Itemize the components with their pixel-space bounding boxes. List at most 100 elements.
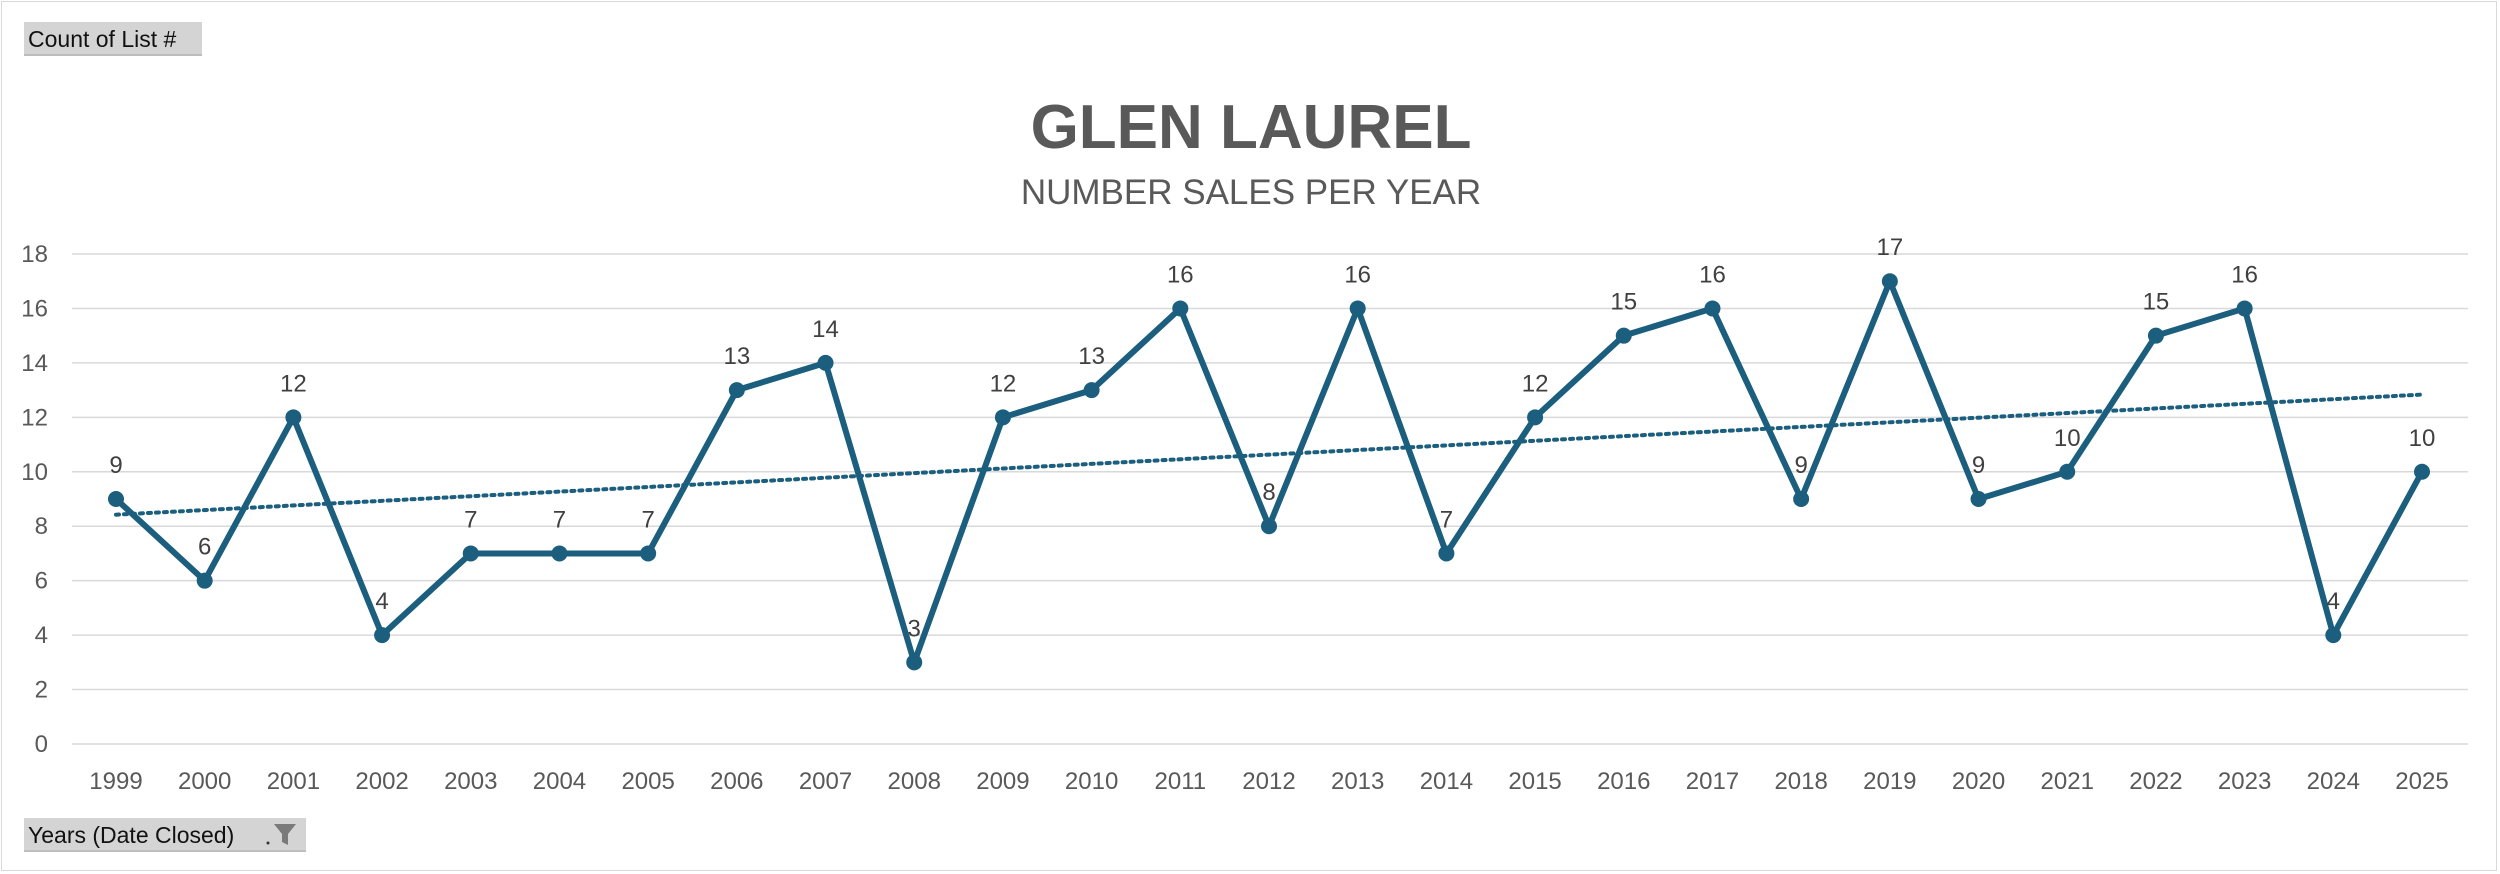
x-tick-label: 2020 — [1952, 768, 2005, 795]
x-tick-label: 2006 — [710, 768, 763, 795]
y-tick-label: 10 — [21, 459, 48, 486]
data-point — [1438, 545, 1455, 562]
data-label: 16 — [1167, 261, 1194, 288]
data-point — [108, 491, 124, 507]
x-tick-label: 2018 — [1774, 768, 1827, 795]
y-tick-label: 16 — [21, 295, 48, 322]
x-tick-label: 2000 — [178, 768, 231, 795]
data-label: 13 — [1078, 343, 1105, 370]
x-tick-label: 2015 — [1508, 768, 1561, 795]
data-label: 9 — [109, 452, 122, 479]
x-tick-label: 2001 — [267, 768, 320, 795]
data-label: 8 — [1262, 479, 1275, 506]
filter-icon — [266, 824, 296, 845]
data-label: 14 — [812, 316, 839, 343]
data-point — [728, 382, 745, 399]
x-tick-label: 2023 — [2218, 768, 2271, 795]
x-tick-label: 2005 — [621, 768, 674, 795]
y-tick-label: 2 — [35, 677, 48, 704]
data-label: 17 — [1876, 234, 1903, 261]
y-tick-label: 12 — [21, 404, 48, 431]
data-label: 4 — [2327, 588, 2340, 615]
data-label: 16 — [2231, 261, 2258, 288]
data-point — [2236, 300, 2253, 317]
data-label: 4 — [375, 588, 388, 615]
x-tick-label: 2025 — [2395, 768, 2448, 795]
x-tick-label: 2017 — [1686, 768, 1739, 795]
y-tick-label: 18 — [21, 241, 48, 268]
data-label: 9 — [1794, 452, 1807, 479]
data-label: 7 — [464, 506, 477, 533]
data-point — [2325, 627, 2342, 644]
data-label: 10 — [2409, 425, 2436, 452]
data-point — [817, 354, 834, 371]
data-label: 6 — [198, 534, 211, 561]
y-tick-label: 0 — [35, 731, 48, 758]
axis-field-button[interactable]: Years (Date Closed) — [24, 818, 306, 852]
x-tick-label: 2007 — [799, 768, 852, 795]
filter-dropdown[interactable] — [264, 822, 298, 848]
data-point — [551, 545, 568, 562]
data-label: 12 — [280, 370, 307, 397]
data-label: 13 — [723, 343, 750, 370]
data-label: 9 — [1972, 452, 1985, 479]
data-point — [2414, 463, 2430, 480]
value-field-button[interactable]: Count of List # — [24, 22, 202, 56]
x-tick-label: 2004 — [533, 768, 586, 795]
data-point — [1881, 273, 1898, 290]
x-tick-label: 2002 — [355, 768, 408, 795]
data-point — [640, 545, 657, 562]
data-point — [1704, 300, 1721, 317]
data-label: 16 — [1344, 261, 1371, 288]
x-tick-label: 1999 — [89, 768, 142, 795]
data-point — [462, 545, 479, 562]
trendline — [114, 392, 2424, 517]
data-label: 7 — [641, 506, 654, 533]
data-point — [2059, 463, 2076, 480]
data-label: 12 — [990, 370, 1017, 397]
data-point — [374, 627, 391, 644]
data-point — [1793, 491, 1810, 507]
chart-title: GLEN LAUREL — [1031, 93, 1472, 162]
data-point — [285, 409, 302, 426]
data-label: 7 — [553, 506, 566, 533]
x-tick-label: 2011 — [1155, 768, 1207, 795]
data-label: 10 — [2054, 425, 2081, 452]
x-tick-label: 2009 — [976, 768, 1029, 795]
y-tick-label: 14 — [21, 350, 48, 377]
data-label: 12 — [1522, 370, 1549, 397]
x-tick-label: 2014 — [1420, 768, 1473, 795]
y-tick-label: 6 — [35, 568, 48, 595]
y-tick-label: 4 — [35, 622, 48, 649]
x-tick-label: 2019 — [1863, 768, 1916, 795]
data-point — [906, 654, 923, 671]
axis-field-label: Years (Date Closed) — [28, 822, 235, 848]
data-point — [1083, 382, 1100, 399]
x-tick-label: 2013 — [1331, 768, 1384, 795]
x-tick-label: 2022 — [2129, 768, 2182, 795]
data-point — [2147, 327, 2164, 344]
data-point — [1261, 518, 1277, 535]
data-label: 16 — [1699, 261, 1726, 288]
data-label: 15 — [1610, 289, 1637, 316]
x-tick-label: 2021 — [2041, 768, 2094, 795]
y-tick-label: 8 — [35, 513, 48, 540]
x-tick-label: 2008 — [888, 768, 941, 795]
x-tick-label: 2003 — [444, 768, 497, 795]
data-label: 15 — [2143, 289, 2170, 316]
x-tick-label: 2010 — [1065, 768, 1118, 795]
chart-subtitle: NUMBER SALES PER YEAR — [1021, 173, 1481, 212]
x-tick-label: 2012 — [1242, 768, 1295, 795]
data-point — [994, 409, 1011, 426]
value-field-label: Count of List # — [28, 26, 177, 52]
data-point — [1970, 491, 1987, 507]
data-label: 3 — [908, 615, 921, 642]
x-tick-label: 2016 — [1597, 768, 1650, 795]
data-point — [1172, 300, 1189, 317]
data-point — [196, 572, 213, 589]
data-label: 7 — [1440, 506, 1453, 533]
data-point — [1349, 300, 1366, 317]
x-tick-label: 2024 — [2307, 768, 2360, 795]
